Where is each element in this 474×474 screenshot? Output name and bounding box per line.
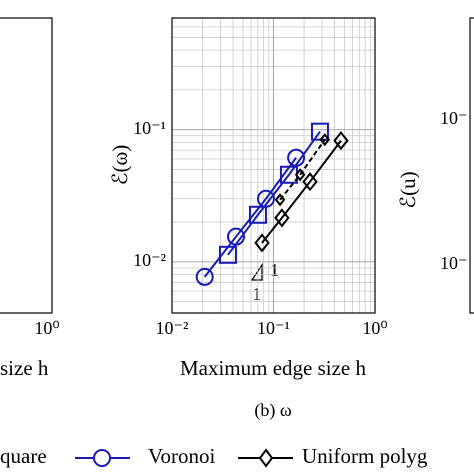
data-point: [333, 131, 349, 151]
data-point: [195, 267, 214, 286]
right-y-tick-label: 10⁻: [440, 108, 468, 128]
legend-label: Uniform polyg: [302, 444, 428, 468]
legend-marker: [258, 448, 274, 468]
caption: (b) ω: [254, 400, 291, 421]
data-point: [274, 208, 290, 228]
data-point: [254, 233, 270, 253]
x-tick-label: 10⁻²: [156, 318, 189, 338]
x-tick-label: 10⁻¹: [257, 318, 290, 338]
data-point: [319, 133, 331, 147]
annotation: 1: [270, 260, 279, 280]
right-y-tick-label: 10⁻: [440, 253, 468, 273]
data-point: [274, 193, 286, 207]
data-point: [248, 205, 267, 224]
data-point: [256, 189, 275, 208]
legend-marker: [93, 449, 111, 467]
slope-triangle: [250, 262, 263, 281]
plot-frame: [171, 17, 376, 314]
series-line: [279, 139, 326, 201]
series-line: [261, 140, 342, 244]
data-point: [294, 168, 306, 182]
legend-label: quare: [0, 444, 47, 468]
y-tick-label: 10⁻¹: [133, 118, 166, 138]
x-tick-label: 10⁰: [362, 318, 387, 338]
y-tick-label: 10⁻²: [133, 250, 166, 270]
left-x-label: size h: [0, 356, 49, 380]
legend-label: Voronoi: [148, 444, 215, 468]
y-label: ℰ(ω): [108, 145, 132, 186]
annotation: 1: [253, 284, 262, 304]
right-panel-frame: [469, 17, 474, 314]
data-point: [287, 148, 306, 167]
left-panel-frame: [0, 17, 53, 314]
data-point: [226, 227, 245, 246]
series-line: [203, 157, 297, 278]
right-y-label: ℰ(u): [396, 171, 420, 208]
data-point: [302, 172, 318, 192]
x-label: Maximum edge size h: [180, 356, 367, 380]
left-x-tick-label: 10⁰: [34, 318, 59, 338]
